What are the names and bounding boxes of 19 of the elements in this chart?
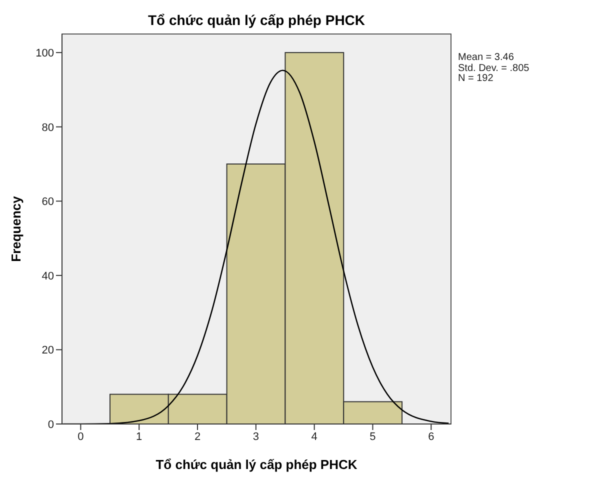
- x-tick-label: 6: [428, 430, 434, 443]
- text: Std. Dev. = .805: [458, 62, 530, 74]
- x-tick-label: 3: [252, 430, 259, 443]
- x-axis-title: Tổ chức quản lý cấp phép PHCK: [156, 457, 358, 472]
- x-tick-label: 5: [370, 430, 376, 443]
- x-tick-label: 0: [78, 430, 84, 443]
- y-tick-label: 40: [42, 270, 54, 282]
- text: Mean = 3.46: [458, 52, 515, 64]
- text: N = 192: [458, 73, 494, 84]
- y-tick-label: 0: [48, 418, 54, 431]
- x-tick-label: 1: [136, 430, 142, 443]
- y-tick-label: 60: [42, 196, 54, 208]
- x-tick-label: 2: [194, 430, 201, 443]
- x-tick-label: 4: [311, 430, 318, 443]
- y-tick-label: 80: [42, 122, 54, 134]
- y-tick-label: 20: [42, 344, 54, 357]
- y-tick-label: 100: [36, 47, 54, 60]
- chart-title: Tổ chức quản lý cấp phép PHCK: [146, 12, 366, 28]
- y-axis-title: Frequency: [8, 195, 24, 262]
